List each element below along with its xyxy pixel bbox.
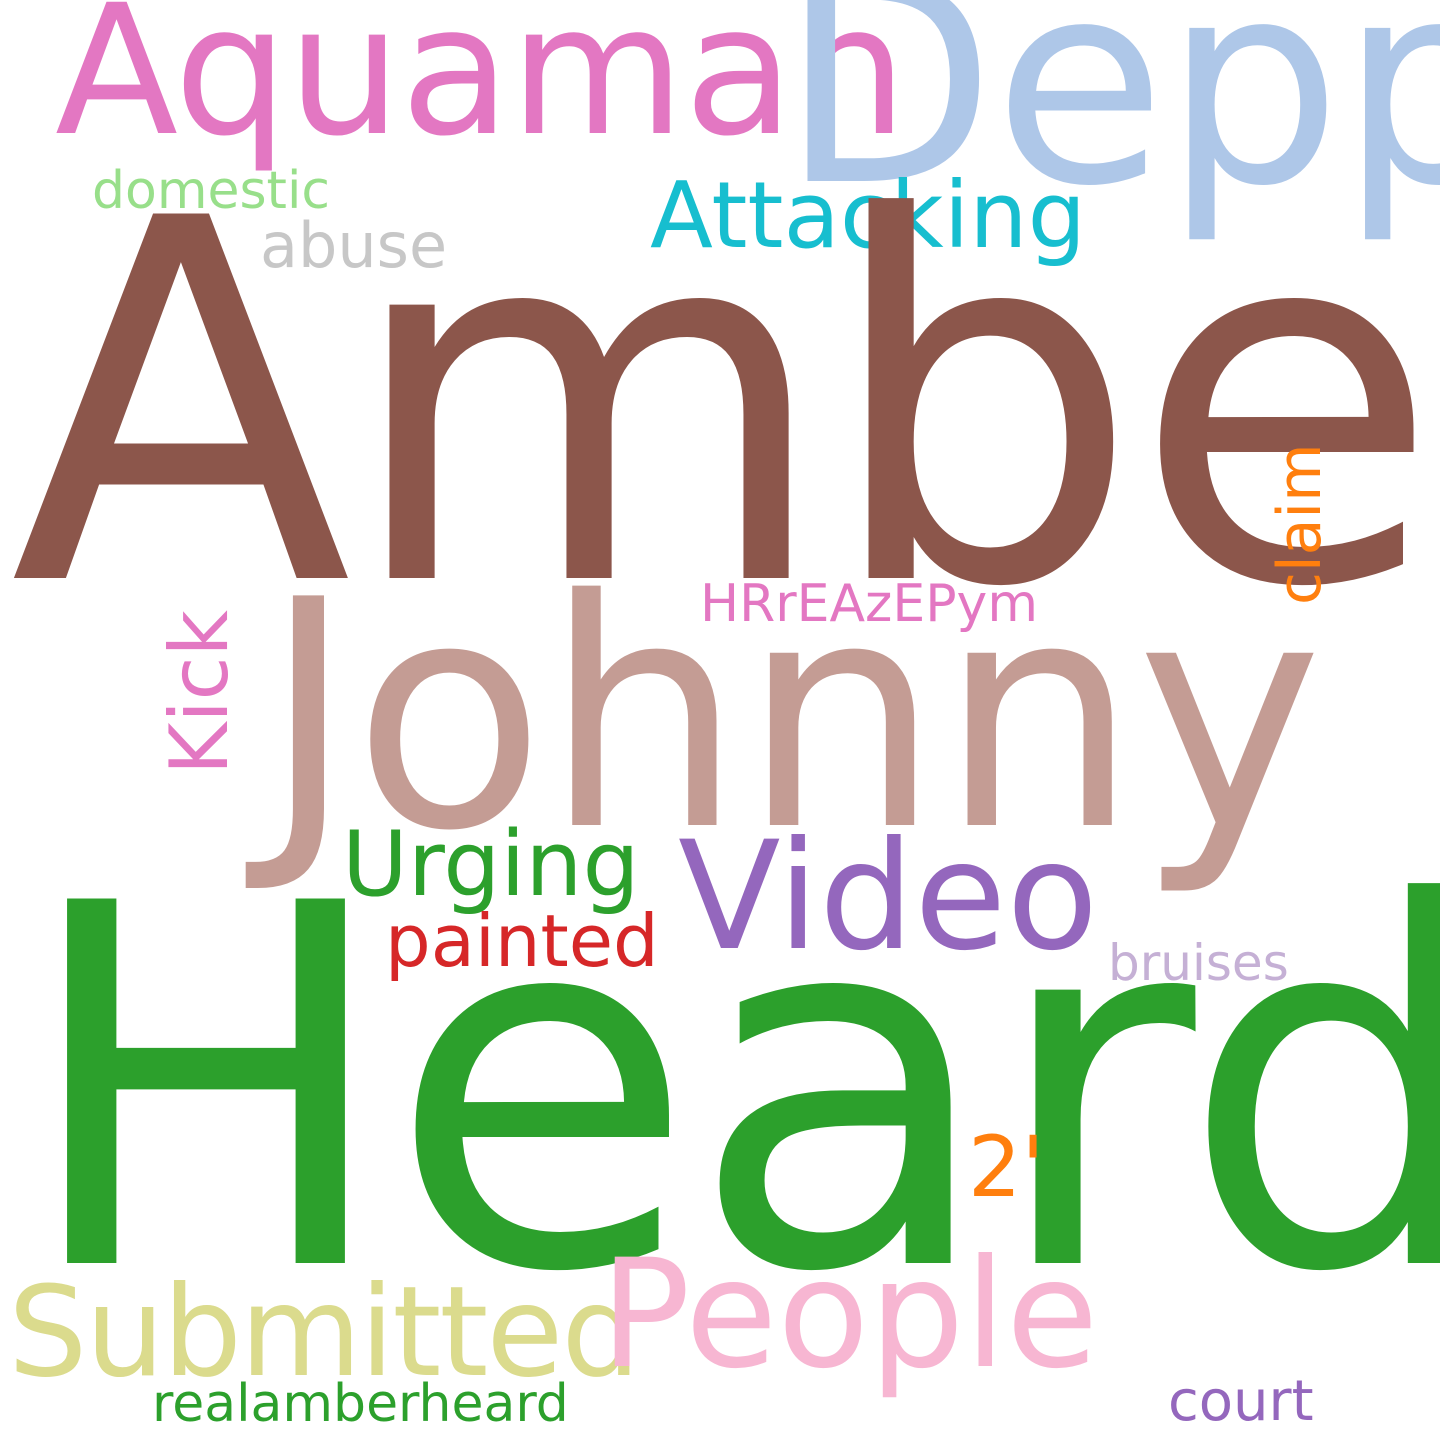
word-heard: Heard: [18, 799, 1440, 1381]
word-court: court: [1168, 1369, 1314, 1434]
word-realamberheard: realamberheard: [152, 1374, 569, 1434]
word-johnny: Johnny: [262, 534, 1323, 900]
word-two-quote: 2': [968, 1118, 1045, 1216]
word-people: People: [600, 1228, 1099, 1402]
word-domestic: domestic: [92, 161, 330, 221]
word-amber: Amber: [10, 114, 1440, 696]
word-aquaman: Aquaman: [55, 0, 907, 176]
word-submitted: Submitted: [8, 1260, 641, 1405]
word-abuse: abuse: [260, 209, 448, 282]
word-attacking: Attacking: [650, 162, 1086, 269]
word-urging: Urging: [342, 812, 640, 917]
word-bruises: bruises: [1108, 934, 1289, 992]
word-claim: claim: [1265, 443, 1335, 605]
word-kick: Kick: [153, 610, 246, 775]
word-painted: painted: [385, 899, 659, 983]
word-hrreazepym: HRrEAzEPym: [700, 574, 1038, 634]
word-video: Video: [678, 810, 1099, 984]
word-depp: Depp: [780, 0, 1440, 248]
